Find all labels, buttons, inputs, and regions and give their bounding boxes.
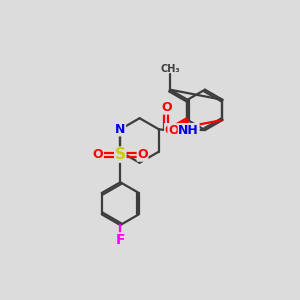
Text: NH: NH (178, 124, 199, 136)
Text: O: O (161, 101, 172, 114)
Text: CH₃: CH₃ (160, 64, 180, 74)
Text: O: O (137, 148, 148, 161)
Text: O: O (165, 124, 175, 136)
Text: O: O (168, 124, 178, 137)
Text: N: N (115, 123, 125, 136)
Text: O: O (93, 148, 103, 161)
Text: F: F (116, 233, 125, 247)
Text: S: S (115, 147, 126, 162)
